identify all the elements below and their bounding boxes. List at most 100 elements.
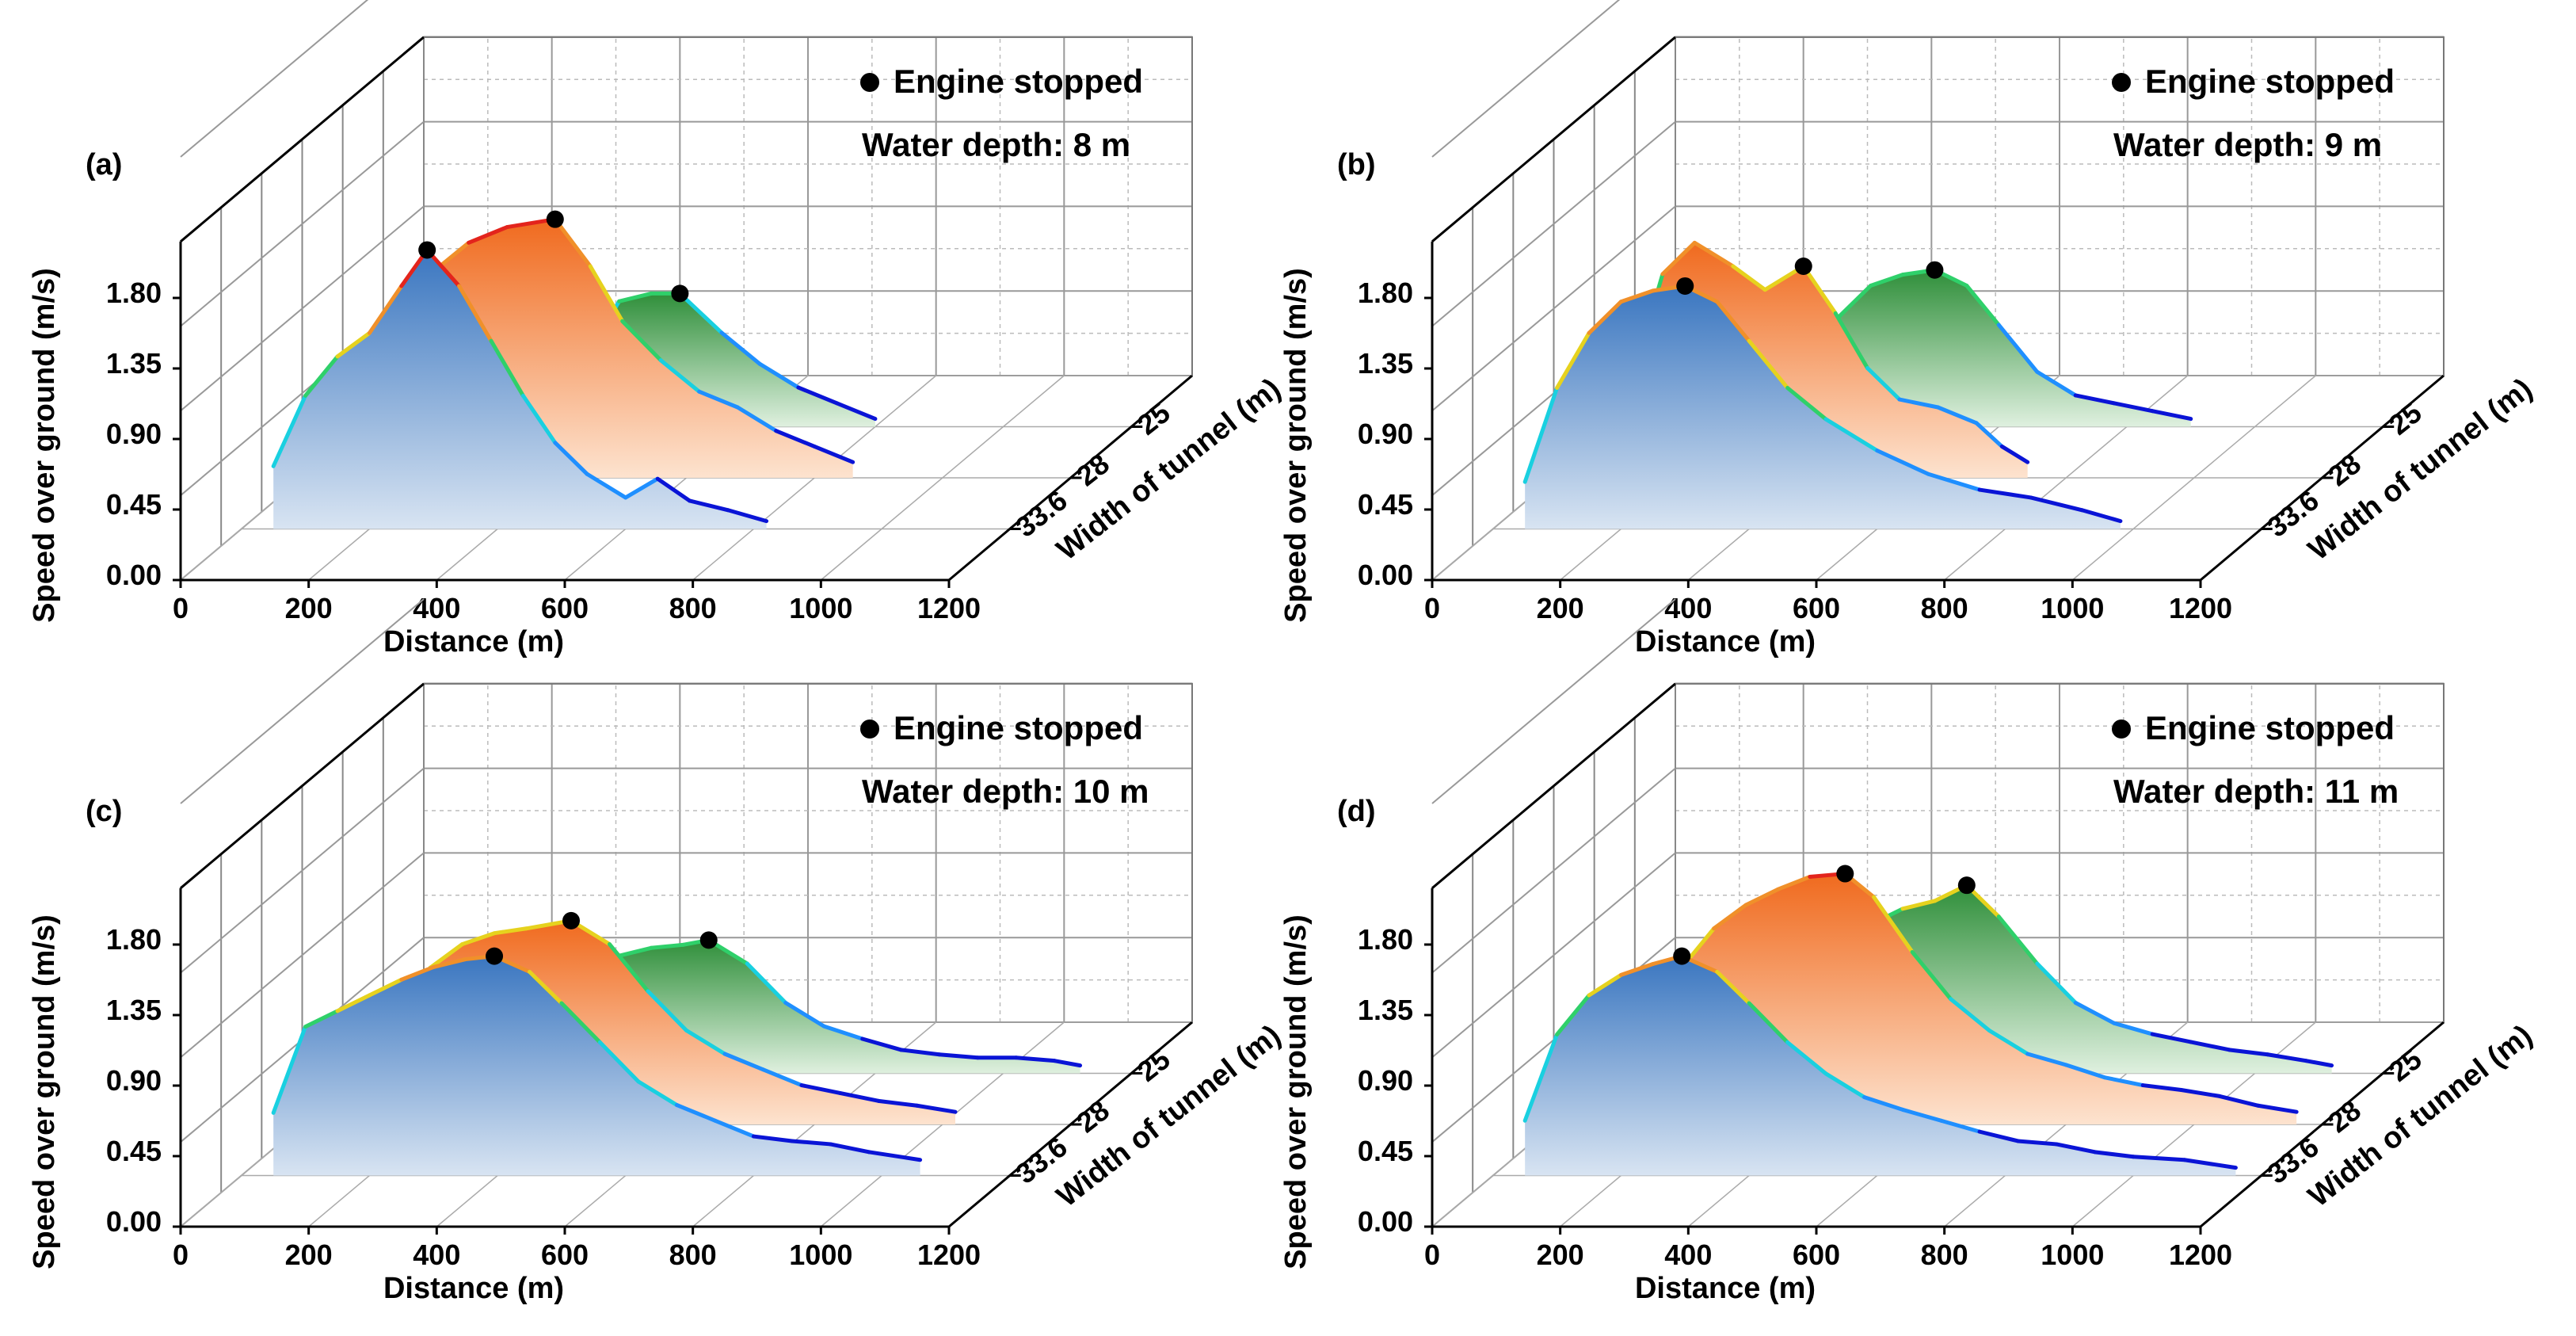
series-line-25	[745, 961, 788, 1005]
panel: 0 200 400 600 800 1000 1200 0.00 0.45 0.90 1.35 1.8…	[28, 0, 1287, 658]
series-line-25	[783, 1001, 826, 1029]
series-line-28	[1987, 1028, 2030, 1056]
series-line-28	[492, 926, 528, 936]
series-line-33.6	[271, 393, 308, 468]
series-line-25	[796, 385, 839, 406]
series-line-33.6	[751, 1134, 795, 1143]
series-line-25	[2304, 1059, 2334, 1068]
series-line-33.6	[597, 1040, 641, 1084]
series-line-28	[2217, 1094, 2261, 1108]
series-line-25	[2112, 401, 2155, 414]
series-line-33.6	[688, 498, 730, 513]
x-tick-label: 1000	[2041, 1239, 2104, 1271]
series-line-28	[1712, 903, 1748, 931]
grid-line	[180, 120, 425, 327]
z-tick-label: 28	[1070, 447, 1115, 492]
panel-label: (b)	[1337, 148, 1376, 181]
series-line-33.6	[790, 1139, 833, 1147]
series-line-25	[2073, 1001, 2117, 1025]
series-line-33.6	[1747, 338, 1790, 390]
grid-line	[1431, 120, 1676, 327]
series-line-25	[1052, 1059, 1083, 1068]
series-line-28	[2025, 1052, 2068, 1067]
water-depth-label: Water depth: 9 m	[2113, 126, 2382, 163]
z-tick-label: 25	[2383, 1043, 2428, 1088]
series-line-28	[799, 1083, 842, 1095]
series-line-33.6	[2131, 1155, 2187, 1162]
grid-line	[180, 767, 425, 974]
x-tick-label: 400	[1664, 592, 1712, 624]
series-line-25	[1996, 323, 2040, 374]
legend-label: Engine stopped	[2145, 709, 2395, 746]
y-axis-label: Speed over ground (m/s)	[28, 268, 61, 623]
y-tick-label: 1.35	[1358, 347, 1413, 380]
series-line-33.6	[655, 476, 692, 503]
series-area-33.6	[1525, 285, 2121, 529]
series-line-33.6	[1785, 386, 1828, 422]
x-tick-label: 400	[413, 592, 460, 624]
series-line-33.6	[399, 964, 436, 982]
series-line-25	[2035, 961, 2078, 1005]
series-line-33.6	[1715, 969, 1751, 1006]
series-line-28	[1872, 895, 1915, 954]
legend-marker	[2112, 73, 2131, 92]
series-line-25	[649, 942, 685, 950]
x-tick-label: 1200	[2169, 592, 2232, 624]
x-tick-label: 200	[1537, 592, 1584, 624]
frame-line	[1431, 36, 1676, 242]
grid-line	[1431, 767, 1676, 974]
x-axis-label: Distance (m)	[383, 625, 564, 658]
series-line-28	[735, 405, 779, 433]
engine-stop-marker	[1673, 947, 1691, 965]
series-line-28	[697, 389, 740, 410]
series-line-28	[646, 989, 688, 1033]
series-line-33.6	[457, 284, 493, 343]
series-line-28	[1910, 949, 1953, 1002]
grid-line	[180, 598, 425, 804]
series-line-33.6	[1926, 471, 1982, 492]
series-line-33.6	[303, 1009, 340, 1029]
x-tick-label: 600	[541, 592, 589, 624]
series-line-28	[553, 217, 593, 269]
series-line-25	[821, 1024, 865, 1041]
grid-line	[1431, 205, 1676, 412]
series-line-25	[2035, 369, 2078, 398]
x-tick-label: 1000	[789, 1239, 852, 1271]
series-line-28	[915, 1103, 958, 1114]
series-area-33.6	[273, 956, 920, 1176]
z-tick-label: 25	[2383, 396, 2428, 441]
series-line-28	[1936, 405, 1979, 426]
y-tick-label: 1.35	[1358, 994, 1413, 1026]
legend-label: Engine stopped	[2145, 63, 2395, 100]
series-line-33.6	[636, 1079, 679, 1107]
x-tick-label: 800	[1921, 1239, 1968, 1271]
water-depth-label: Water depth: 8 m	[862, 126, 1130, 163]
panel-label: (c)	[86, 795, 122, 828]
frame-line	[180, 682, 425, 889]
series-line-33.6	[559, 1001, 602, 1044]
series-line-25	[834, 401, 878, 422]
series-line-33.6	[303, 354, 340, 398]
series-line-25	[2112, 1021, 2155, 1036]
x-tick-label: 1200	[917, 1239, 981, 1271]
y-tick-label: 0.90	[106, 1064, 162, 1097]
x-tick-label: 800	[669, 592, 717, 624]
series-line-33.6	[623, 476, 660, 500]
x-tick-label: 200	[285, 592, 333, 624]
series-line-28	[2256, 1103, 2299, 1114]
series-line-33.6	[1977, 487, 2033, 500]
series-line-33.6	[2093, 1150, 2136, 1159]
series-line-33.6	[1555, 993, 1591, 1036]
x-tick-label: 600	[1793, 1239, 1840, 1271]
series-line-28	[761, 1067, 804, 1088]
legend-marker	[860, 73, 879, 92]
series-line-33.6	[1587, 300, 1623, 335]
series-line-33.6	[674, 1103, 718, 1123]
series-line-28	[684, 1028, 727, 1056]
series-line-33.6	[1823, 1071, 1867, 1100]
legend-marker	[2112, 720, 2131, 739]
series-line-28	[428, 942, 465, 970]
x-tick-label: 0	[1424, 1239, 1440, 1271]
series-line-28	[1801, 264, 1838, 315]
